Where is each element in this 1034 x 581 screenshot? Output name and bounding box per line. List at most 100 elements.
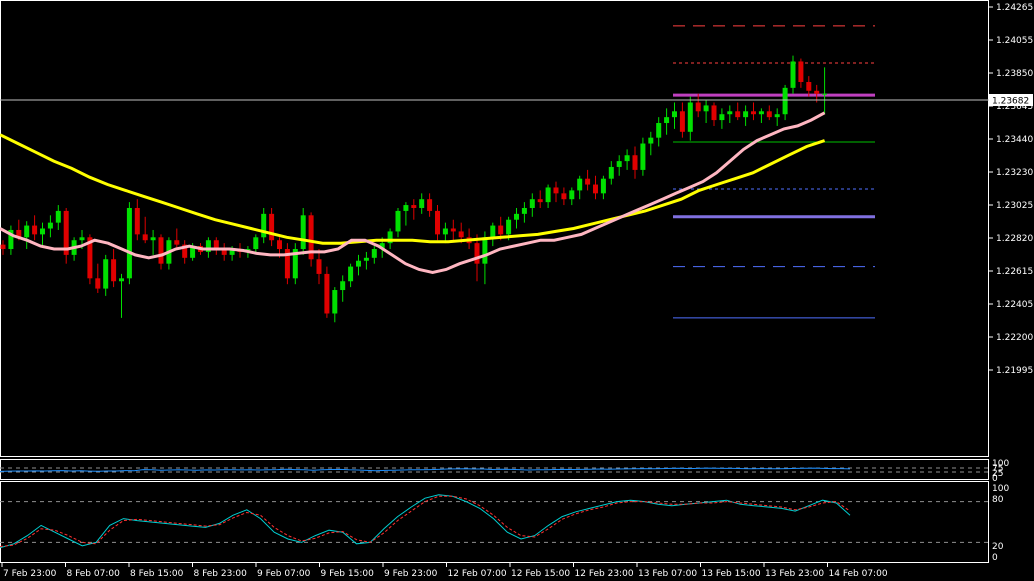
stochastic-axis-label: 80 [992,495,1004,505]
rsi-panel-border [0,459,989,480]
candle-body [782,87,788,115]
candle-body [403,205,409,211]
current-price-label: 1.23682 [992,97,1029,107]
stochastic-axis-label: 20 [992,542,1004,552]
candle-body [292,249,298,279]
candle-body [427,199,433,211]
candle-body [687,102,693,132]
candle-body [482,237,488,264]
candle-body [743,111,749,118]
candle-body [0,244,6,250]
candle-body [103,259,109,289]
candle-body [213,240,219,250]
candle-body [758,111,764,115]
candle-body [411,205,417,208]
candle-body [253,237,259,250]
rsi-axis-label: 100 [992,459,1009,469]
time-axis-label: 8 Feb 15:00 [130,569,184,579]
price-axis-label: 1.22820 [996,234,1033,244]
candle-body [766,111,772,118]
price-axis-label: 1.22405 [996,300,1033,310]
stochastic-panel-border [0,481,989,563]
price-axis-label: 1.23440 [996,135,1033,145]
current-price-tag: 1.23682 [989,94,1033,107]
time-axis-label: 12 Feb 15:00 [511,569,570,579]
candle-body [277,240,282,250]
candle-body [608,166,614,179]
fast-moving-average-line [0,111,826,275]
candle-body [616,161,622,167]
candle-body [577,178,583,191]
time-axis-label: 8 Feb 07:00 [67,569,121,579]
candle-body [458,231,464,238]
candle-body [332,290,338,314]
time-axis-label: 13 Feb 07:00 [638,569,697,579]
candle-body [664,117,670,124]
rsi-axis-label: 75 [992,464,1003,474]
time-axis-label: 9 Feb 15:00 [321,569,375,579]
time-axis-label: 12 Feb 23:00 [575,569,634,579]
candle-body [600,178,606,194]
candle-body [261,213,267,238]
candle-body [822,93,828,95]
candle-body [703,105,709,112]
candle-body [284,249,290,279]
rsi-line [0,467,851,472]
candle-body [529,199,535,208]
time-axis-label: 12 Feb 07:00 [448,569,507,579]
candle-body [419,199,425,208]
time-axis-label: 14 Feb 07:00 [829,569,888,579]
candle-body [379,243,385,250]
candle-body [340,281,346,291]
candle-body [648,137,654,144]
candle-body [506,219,512,235]
candle-body [561,193,567,200]
candle-body [632,155,638,170]
time-axis-label: 9 Feb 23:00 [384,569,438,579]
candle-body [537,199,543,203]
price-axis: 1.24265 1.24055 1.23850 1.23645 1.23440 1.232… [989,3,1033,376]
candle-body [814,90,820,94]
candle-body [158,237,164,264]
rsi-axis-label: 0 [992,474,998,484]
candlestick-series [0,55,828,323]
candle-body [229,249,235,255]
candle-body [727,111,733,115]
candle-body [672,111,677,118]
candle-body [348,266,354,282]
candle-body [79,237,85,241]
time-axis: 7 Feb 23:00 8 Feb 07:00 8 Feb 15:00 8 Feb 2… [1,563,888,579]
candle-body [221,249,227,255]
candle-body [593,184,598,194]
candle-body [435,210,440,235]
candle-body [735,111,741,118]
price-axis-label: 1.21995 [996,366,1033,376]
stochastic-axis-label: 0 [992,553,998,563]
price-panel[interactable]: 1.24265 1.24055 1.23850 1.23645 1.23440 1.232… [0,0,1033,457]
candle-body [308,215,314,260]
candle-body [119,278,124,282]
candle-body [24,225,30,238]
candle-body [545,187,551,203]
candle-body [150,237,156,241]
candle-body [63,210,69,255]
candle-body [514,213,519,220]
time-axis-label: 13 Feb 15:00 [702,569,761,579]
candle-body [387,231,393,244]
time-axis-label: 8 Feb 23:00 [194,569,248,579]
candle-body [95,278,101,289]
candle-body [774,114,780,118]
price-axis-label: 1.23230 [996,168,1033,178]
candle-body [190,246,196,258]
candle-body [790,61,796,88]
candle-body [316,259,322,274]
time-axis-label: 9 Feb 07:00 [257,569,311,579]
candle-body [356,260,361,267]
candle-body [806,81,812,91]
candle-body [442,228,448,235]
